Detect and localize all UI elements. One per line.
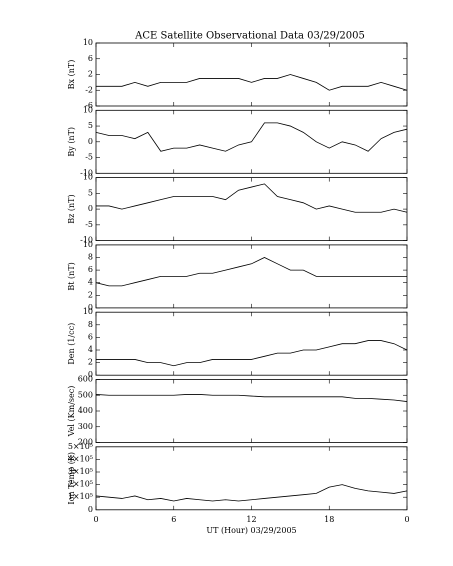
y-tick-label: 200 <box>78 438 93 447</box>
y-tick-label: 4 <box>88 278 93 287</box>
y-tick-label: 0 <box>88 505 93 514</box>
y-tick-label: 10 <box>83 105 93 114</box>
panel-frame <box>95 379 408 443</box>
y-axis-label: By (nT) <box>67 127 76 157</box>
data-line <box>95 122 408 152</box>
y-axis-label: Bt (nT) <box>67 262 76 290</box>
data-line <box>96 340 408 367</box>
y-tick-label: 0 <box>88 204 93 213</box>
y-axis-label: Vel (Km/sec) <box>67 386 76 438</box>
panel-frame <box>95 42 408 107</box>
y-tick-label: 5 <box>88 121 93 130</box>
data-line <box>96 183 408 213</box>
data-line <box>96 74 408 91</box>
y-axis-label: Bx (nT) <box>67 60 76 90</box>
y-tick-label: 10 <box>83 173 93 182</box>
y-tick-label: 600 <box>78 375 93 384</box>
y-tick-label: 2 <box>88 358 93 367</box>
y-tick-label: 0 <box>88 303 93 312</box>
y-tick-label: 4 <box>88 345 93 354</box>
x-axis-label: UT (Hour) 03/29/2005 <box>206 526 296 535</box>
y-tick-label: 6 <box>88 265 93 274</box>
y-tick-label: -2 <box>85 85 93 94</box>
y-tick-label: 2×10⁵ <box>68 480 93 489</box>
y-tick-label: 8 <box>88 253 93 262</box>
y-tick-label: 400 <box>78 406 93 415</box>
y-tick-label: 5 <box>88 188 93 197</box>
data-line <box>95 394 408 402</box>
y-tick-label: 2 <box>88 290 93 299</box>
y-axis-label: Den (1/cc) <box>67 323 76 365</box>
data-line <box>95 257 407 287</box>
y-tick-label: 4×10⁵ <box>68 454 93 463</box>
y-axis-label: Bz (nT) <box>67 194 76 223</box>
y-tick-label: -10 <box>80 236 93 245</box>
y-tick-label: 2 <box>88 70 93 79</box>
panel-frame <box>95 311 408 376</box>
y-tick-label: 0 <box>88 370 93 379</box>
x-tick-label: 18 <box>324 515 334 524</box>
y-tick-label: 5×10⁵ <box>68 442 93 451</box>
x-tick-label: 12 <box>246 515 256 524</box>
panel-frame <box>95 446 408 511</box>
y-tick-label: 10 <box>83 307 93 316</box>
data-line <box>95 484 408 502</box>
x-tick-label: 6 <box>171 515 176 524</box>
y-tick-label: -6 <box>85 101 93 110</box>
y-tick-label: 0 <box>88 137 93 146</box>
y-axis-label: Ion Temp (K) <box>67 452 76 505</box>
chart-title: ACE Satellite Observational Data 03/29/2… <box>134 31 365 42</box>
y-tick-label: -5 <box>85 153 93 162</box>
y-tick-label: -5 <box>85 220 93 229</box>
y-tick-label: 6 <box>88 332 93 341</box>
y-tick-label: -10 <box>80 168 93 177</box>
y-tick-label: 8 <box>88 320 93 329</box>
y-tick-label: 10 <box>83 38 93 47</box>
y-tick-label: 1×10⁵ <box>68 492 93 501</box>
y-tick-label: 6 <box>88 54 93 63</box>
y-tick-label: 500 <box>78 390 93 399</box>
y-tick-label: 300 <box>78 422 93 431</box>
x-tick-label: 0 <box>93 515 98 524</box>
y-tick-label: 10 <box>83 240 93 249</box>
x-tick-label: 0 <box>404 515 409 524</box>
y-tick-label: 3×10⁵ <box>68 467 93 476</box>
